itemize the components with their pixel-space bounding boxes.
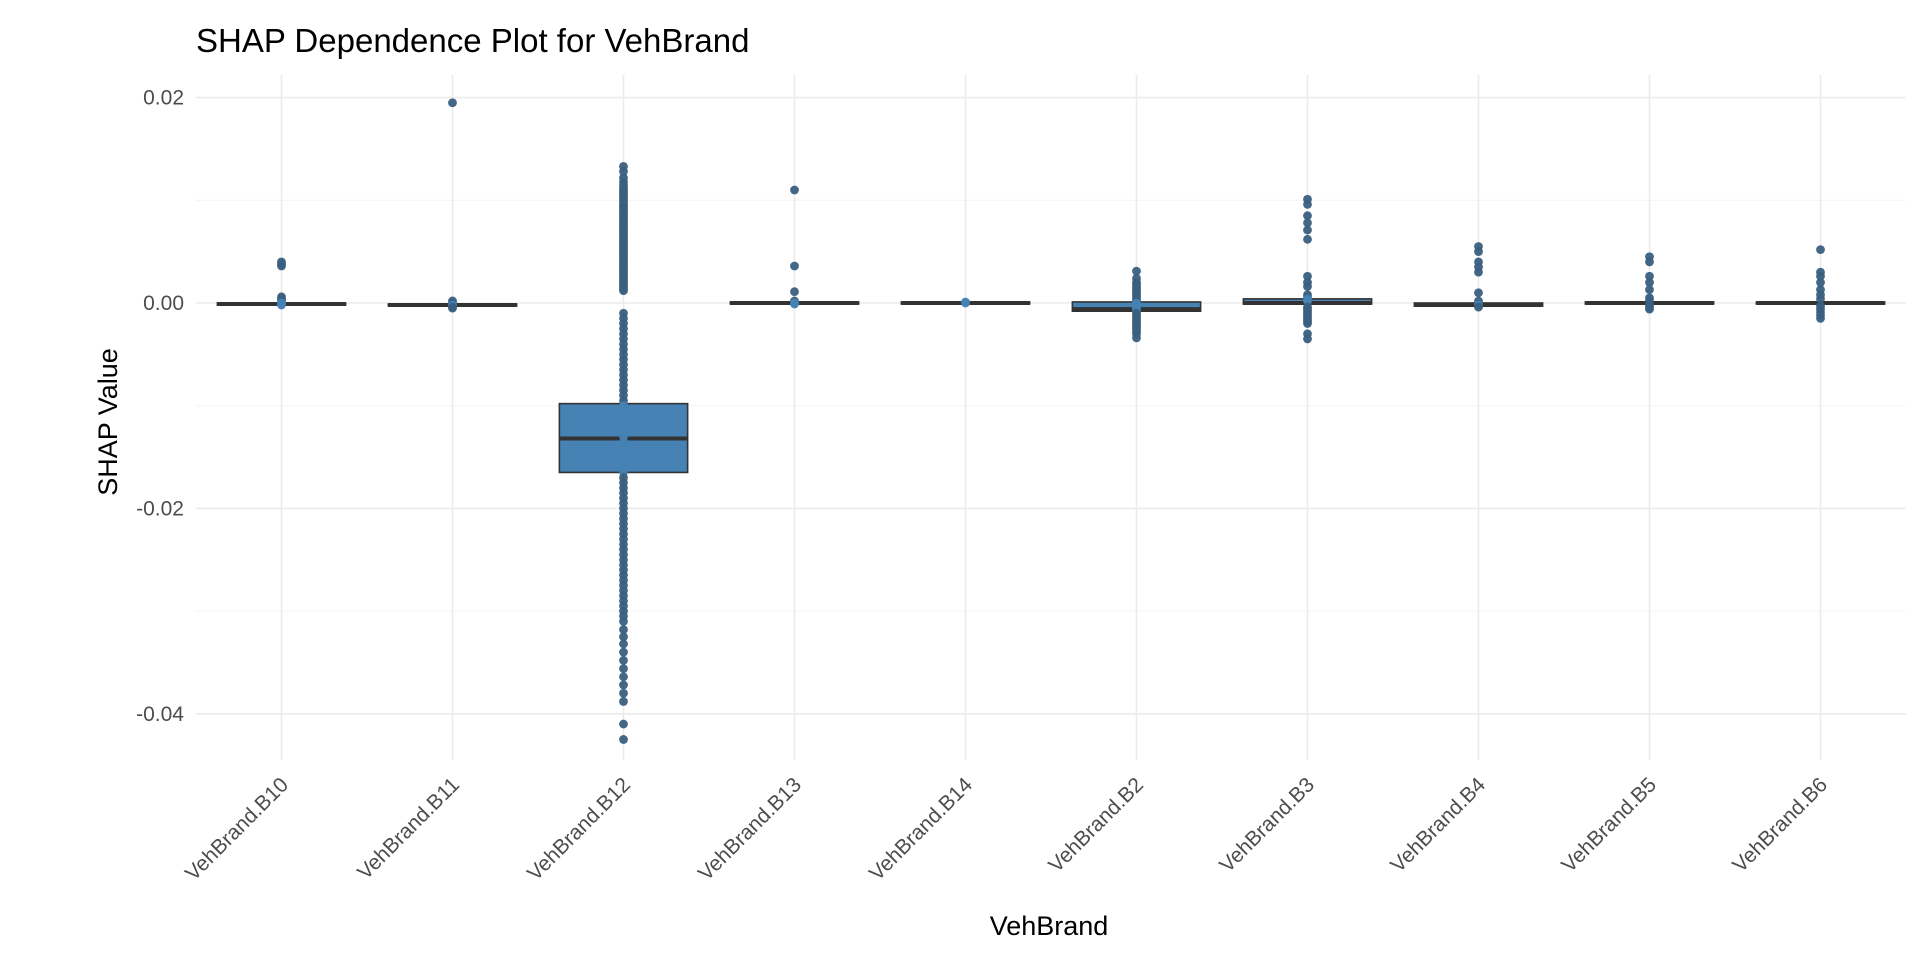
data-point bbox=[1816, 278, 1825, 287]
data-point bbox=[619, 735, 628, 744]
data-point bbox=[790, 287, 799, 297]
data-point bbox=[1132, 266, 1141, 276]
data-point bbox=[1474, 247, 1483, 257]
y-tick-label: -0.02 bbox=[136, 497, 184, 520]
data-point bbox=[1303, 334, 1312, 344]
data-point bbox=[619, 286, 628, 296]
data-point bbox=[619, 672, 628, 682]
data-point bbox=[619, 625, 628, 634]
data-point bbox=[619, 680, 628, 690]
data-point bbox=[1816, 245, 1825, 254]
data-point bbox=[1303, 218, 1312, 228]
data-point bbox=[1645, 271, 1654, 281]
chart-title: SHAP Dependence Plot for VehBrand bbox=[196, 22, 749, 59]
data-point bbox=[1645, 278, 1654, 287]
data-point bbox=[619, 647, 628, 657]
data-point bbox=[1303, 271, 1312, 281]
data-point bbox=[619, 616, 628, 626]
data-point bbox=[619, 632, 628, 642]
data-point bbox=[1132, 333, 1141, 343]
data-point bbox=[619, 167, 628, 176]
data-point bbox=[619, 639, 628, 649]
data-point bbox=[961, 298, 970, 308]
y-tick-label: -0.04 bbox=[136, 703, 184, 726]
data-point bbox=[448, 98, 457, 108]
data-point bbox=[1303, 296, 1312, 306]
data-point bbox=[277, 300, 286, 310]
data-point bbox=[1303, 211, 1312, 221]
data-point bbox=[1474, 288, 1483, 298]
x-axis-title: VehBrand bbox=[990, 911, 1109, 941]
data-point bbox=[1474, 302, 1483, 312]
data-point bbox=[790, 185, 799, 195]
y-axis-ticks: 0.02 0.00 -0.02 -0.04 bbox=[136, 87, 184, 726]
data-point bbox=[1645, 257, 1654, 267]
data-point bbox=[1816, 313, 1825, 323]
data-point bbox=[1816, 271, 1825, 281]
data-point bbox=[619, 688, 628, 698]
data-point bbox=[1645, 304, 1654, 314]
data-point bbox=[619, 719, 628, 729]
data-point bbox=[1303, 200, 1312, 209]
data-point bbox=[448, 303, 457, 313]
data-point bbox=[1816, 294, 1825, 304]
data-point bbox=[1303, 319, 1312, 328]
y-tick-label: 0.02 bbox=[143, 87, 184, 110]
data-point bbox=[619, 697, 628, 706]
data-point bbox=[1645, 285, 1654, 295]
data-point bbox=[1474, 267, 1483, 277]
data-point bbox=[1303, 225, 1312, 235]
data-point bbox=[277, 261, 286, 271]
data-point bbox=[619, 664, 628, 673]
data-point bbox=[1303, 282, 1312, 291]
y-axis-title: SHAP Value bbox=[93, 348, 123, 496]
data-point bbox=[790, 261, 799, 271]
data-point bbox=[1303, 234, 1312, 244]
data-point bbox=[790, 299, 799, 309]
data-point bbox=[619, 655, 628, 665]
outlier-points bbox=[277, 98, 1825, 744]
y-tick-label: 0.00 bbox=[143, 292, 184, 315]
